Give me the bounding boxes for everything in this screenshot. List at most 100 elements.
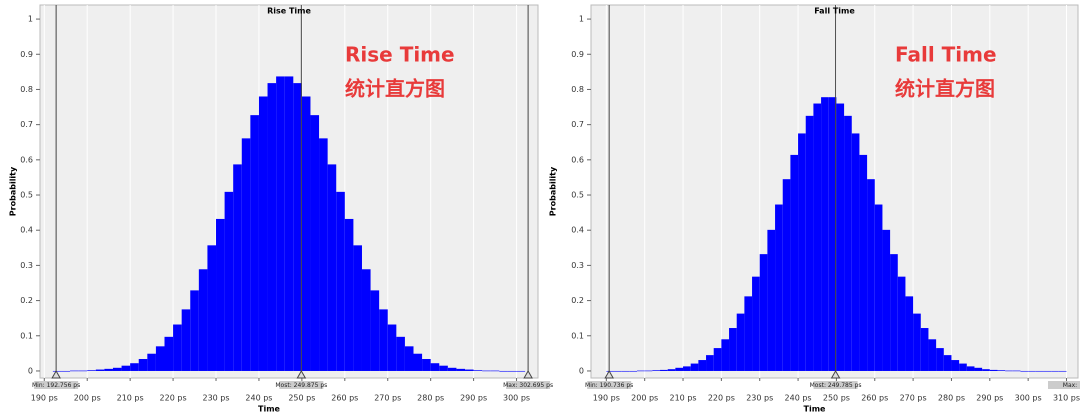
bar (867, 179, 875, 371)
x-tick-label: 230 ps (202, 394, 229, 403)
y-tick-label: 0.2 (571, 296, 584, 305)
marker-triangle (830, 369, 841, 379)
bar (104, 368, 113, 371)
marker-label: Min: 192.756 ps (32, 382, 80, 389)
bar (828, 97, 837, 371)
y-tick-label: 0.3 (571, 261, 584, 270)
bar (336, 191, 345, 371)
bar (874, 204, 883, 371)
bar (61, 370, 71, 372)
bar (155, 346, 165, 371)
marker-triangle (604, 369, 615, 379)
y-tick-label: 0.3 (20, 261, 33, 270)
x-tick-label: 230 ps (746, 394, 773, 403)
bar (507, 370, 517, 372)
bar (851, 133, 860, 371)
bar (690, 363, 699, 371)
bar (301, 96, 311, 371)
bar (982, 369, 990, 371)
y-tick-label: 0.6 (20, 155, 33, 164)
bar (447, 367, 457, 371)
bar (387, 324, 397, 371)
bar (473, 370, 483, 371)
bar (173, 324, 182, 371)
bar (190, 290, 199, 371)
bar (516, 370, 526, 372)
bar (1035, 370, 1044, 372)
annotation: 统计直方图 (895, 77, 995, 101)
bar (798, 133, 806, 371)
bar (813, 103, 822, 371)
chart-title: Rise Time (267, 7, 311, 16)
bar (652, 370, 661, 371)
bar (490, 370, 500, 372)
bar (920, 328, 929, 371)
x-tick-label: 260 ps (331, 394, 358, 403)
marker-label-bg (813, 381, 858, 389)
bar (267, 83, 277, 371)
marker-label: Most: 249.785 ps (810, 382, 862, 389)
marker-triangle (296, 369, 307, 379)
bar (207, 245, 217, 371)
y-tick-label: 0.2 (20, 296, 33, 305)
bar (621, 370, 630, 372)
bar (1043, 370, 1052, 372)
marker-label-bg (34, 381, 79, 389)
x-tick-label: 280 ps (938, 394, 965, 403)
bar (928, 339, 937, 371)
bar (675, 367, 684, 371)
x-tick-label: 210 ps (117, 394, 144, 403)
bar (775, 204, 783, 371)
bar (87, 370, 96, 371)
x-tick-label: 240 ps (785, 394, 812, 403)
bar (319, 138, 328, 371)
bar (767, 229, 776, 371)
bar (805, 115, 814, 371)
x-tick-label: 270 ps (900, 394, 927, 403)
bar (729, 328, 737, 371)
y-tick-label: 0.7 (571, 120, 584, 129)
bar (614, 370, 622, 372)
bar (698, 360, 707, 371)
bar (782, 179, 791, 371)
bar (1005, 370, 1013, 372)
bar (1028, 370, 1036, 372)
bar (439, 365, 448, 371)
bar (951, 360, 960, 371)
bar (430, 363, 440, 371)
bar (224, 191, 234, 371)
x-tick-label: 220 ps (160, 394, 187, 403)
y-tick-label: 1 (579, 15, 584, 24)
bar (198, 269, 208, 371)
bar (836, 103, 845, 371)
x-tick-label: 290 ps (976, 394, 1003, 403)
annotation: Rise Time (345, 43, 455, 67)
x-tick-label: 310 ps (1053, 394, 1080, 403)
x-tick-label: 190 ps (593, 394, 620, 403)
y-tick-label: 0.9 (571, 50, 584, 59)
marker-label: Max: 302.695 ps (503, 382, 553, 389)
y-tick-label: 0.1 (20, 331, 33, 340)
x-tick-label: 300 ps (1015, 394, 1042, 403)
chart: 190 ps 200 ps 210 ps 220 ps 230 ps 240 ps 250 … (9, 4, 553, 414)
y-axis-label: Probability (549, 166, 558, 216)
bar (164, 336, 174, 371)
bar (138, 358, 148, 371)
bar (989, 369, 998, 371)
x-tick-label: 200 ps (74, 394, 101, 403)
bar (859, 154, 868, 371)
bar (706, 355, 714, 371)
y-tick-label: 0 (28, 366, 33, 375)
bar (882, 229, 891, 371)
bar (721, 339, 730, 371)
bar (629, 370, 638, 372)
bar (250, 115, 259, 371)
bar (897, 276, 906, 371)
bar (759, 254, 768, 371)
y-tick-label: 0.5 (571, 191, 584, 200)
bar (112, 367, 122, 371)
bar (959, 363, 967, 371)
bar (482, 370, 491, 372)
y-tick-label: 0.5 (20, 191, 33, 200)
